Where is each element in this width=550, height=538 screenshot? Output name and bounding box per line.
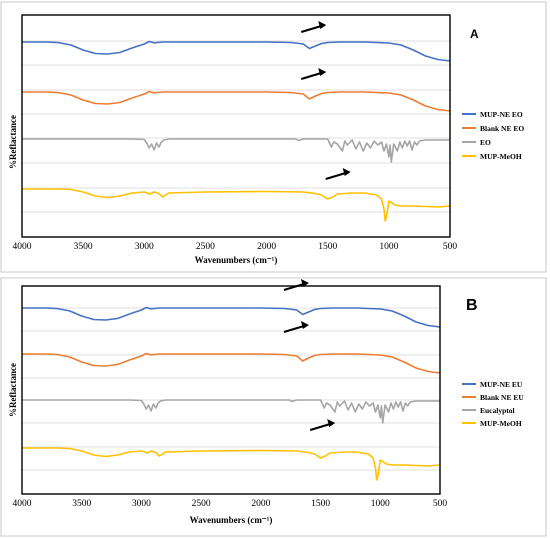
x-tick-label: 500 — [443, 242, 458, 252]
x-tick-label: 3500 — [74, 242, 93, 252]
panel-a-arrows — [300, 21, 351, 180]
panel-b-gridlines — [22, 307, 440, 471]
x-tick-label: 3000 — [135, 242, 154, 252]
legend-label: MUP-NE EU — [480, 380, 523, 389]
x-tick-label: 4000 — [13, 499, 32, 509]
x-tick-label: 1000 — [371, 499, 390, 509]
series-line-blank-ne-eu — [22, 352, 441, 374]
annotation-arrowhead — [327, 419, 336, 427]
panel-b-arrows — [283, 279, 336, 431]
series-line-mup-meoh — [22, 188, 451, 222]
panel-b-legend: MUP-NE EU Blank NE EU Eucalyptol MUP-MeOH — [462, 380, 524, 428]
series-line-mup-meoh — [22, 447, 441, 481]
annotation-arrowhead — [300, 279, 309, 287]
panel-a-x-ticks: 4000 3500 3000 2500 2000 1500 1000 500 — [13, 242, 458, 252]
legend-label: EO — [480, 138, 491, 147]
annotation-arrow — [283, 283, 305, 291]
legend-label: MUP-MeOH — [480, 419, 522, 428]
legend-label: MUP-NE EO — [480, 110, 523, 119]
series-line-mup-ne-eo — [22, 40, 451, 62]
panel-b-plot-area — [21, 285, 441, 495]
series-line-blank-ne-eo — [22, 90, 451, 112]
panel-a-label: A — [470, 27, 479, 41]
annotation-arrow — [300, 25, 322, 33]
series-line-eucalyptol — [22, 399, 440, 424]
panel-b-label: B — [466, 297, 478, 314]
panel-b-x-axis-label: Wavenumbers (cm⁻¹) — [190, 515, 273, 525]
annotation-arrow — [283, 325, 305, 333]
x-tick-label: 1500 — [311, 499, 330, 509]
legend-label: Eucalyptol — [480, 406, 515, 415]
x-tick-label: 2500 — [192, 499, 211, 509]
x-tick-label: 3500 — [72, 499, 91, 509]
panel-b: B %Reflactance 4000 3500 3000 2500 2000 1500 1… — [0, 277, 547, 537]
panel-a-legend: MUP-NE EO Blank NE EO EO MUP-MeOH — [462, 110, 524, 161]
legend-label: Blank NE EU — [480, 393, 524, 402]
x-tick-label: 2500 — [196, 242, 215, 252]
series-line-eo — [22, 138, 450, 163]
series-line-mup-ne-eu — [22, 306, 441, 328]
x-tick-label: 2000 — [257, 242, 276, 252]
annotation-arrowhead — [342, 168, 351, 176]
panel-b-series — [22, 306, 441, 481]
panel-a-gridlines — [22, 40, 450, 213]
x-tick-label: 1500 — [318, 242, 337, 252]
annotation-arrowhead — [318, 21, 327, 29]
x-tick-label: 3000 — [132, 499, 151, 509]
panel-a: A %Reflactance 4000 3500 3000 2500 2000 1500 1… — [0, 1, 547, 273]
panel-b-frame — [0, 277, 547, 537]
panel-a-frame — [0, 1, 547, 273]
annotation-arrow — [300, 72, 322, 80]
x-tick-label: 4000 — [13, 242, 32, 252]
panel-a-plot-area — [21, 14, 451, 238]
panel-b-x-ticks: 4000 3500 3000 2500 2000 1500 1000 500 — [13, 499, 448, 509]
panel-a-y-axis-label: %Reflactance — [8, 115, 18, 169]
panel-b-y-axis-label: %Reflactance — [8, 363, 18, 417]
x-tick-label: 500 — [433, 499, 448, 509]
annotation-arrowhead — [300, 321, 309, 329]
legend-label: Blank NE EO — [480, 124, 524, 133]
x-tick-label: 1000 — [379, 242, 398, 252]
panel-a-series — [22, 40, 451, 222]
annotation-arrow — [325, 172, 347, 180]
annotation-arrowhead — [318, 68, 327, 76]
annotation-arrow — [309, 423, 331, 431]
panel-a-x-axis-label: Wavenumbers (cm⁻¹) — [195, 255, 278, 265]
x-tick-label: 2000 — [251, 499, 270, 509]
legend-label: MUP-MeOH — [480, 152, 522, 161]
